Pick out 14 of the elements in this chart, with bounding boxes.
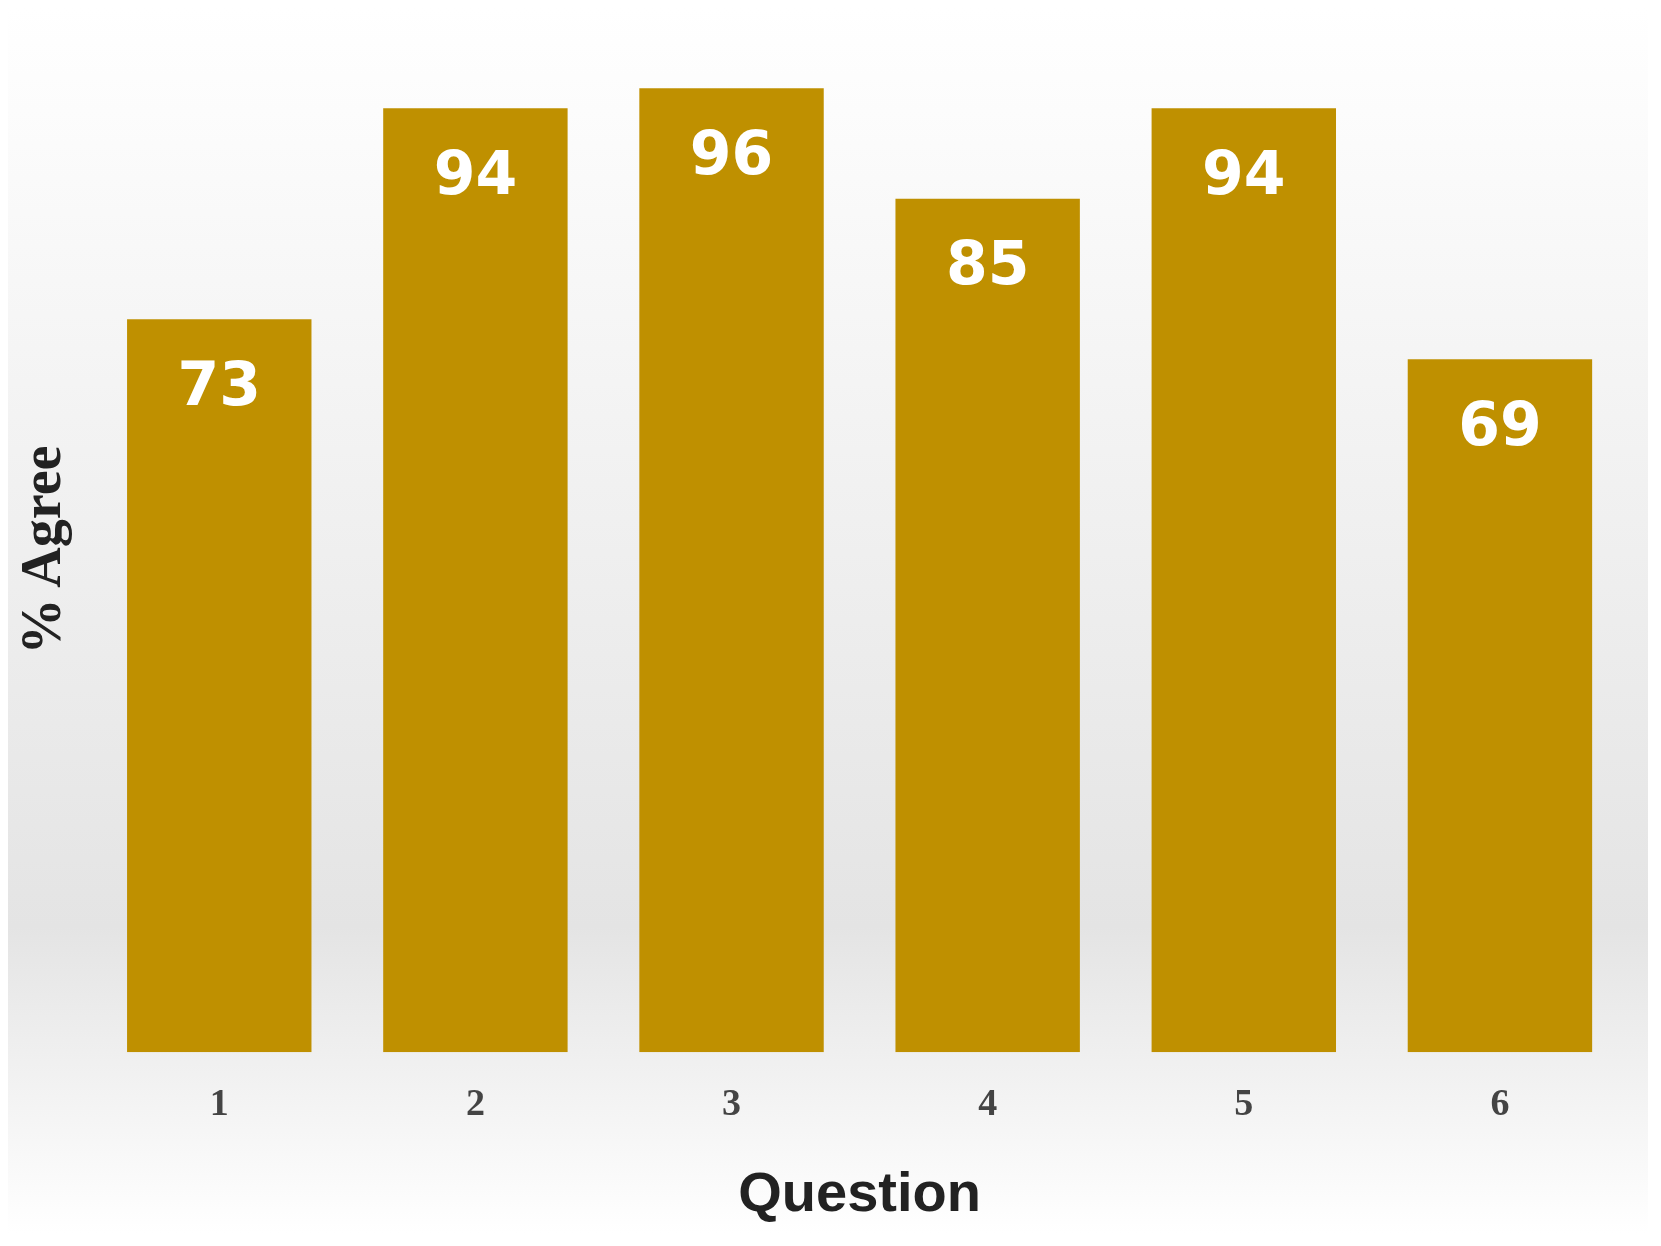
x-axis-title: Question (738, 1159, 981, 1223)
data-label: 94 (1202, 137, 1286, 208)
data-label: 73 (177, 348, 262, 419)
data-label: 96 (689, 117, 774, 188)
x-tick-label: 4 (978, 1080, 998, 1123)
x-tick-label: 6 (1490, 1080, 1510, 1123)
x-tick-label: 2 (465, 1080, 485, 1123)
x-tick-label: 5 (1234, 1080, 1254, 1123)
x-tick-label: 1 (209, 1080, 229, 1123)
data-label: 85 (945, 228, 1030, 299)
data-label: 69 (1458, 388, 1542, 459)
data-label: 94 (433, 137, 518, 208)
x-tick-label: 3 (722, 1080, 742, 1123)
y-axis-title: % Agree (10, 445, 73, 655)
